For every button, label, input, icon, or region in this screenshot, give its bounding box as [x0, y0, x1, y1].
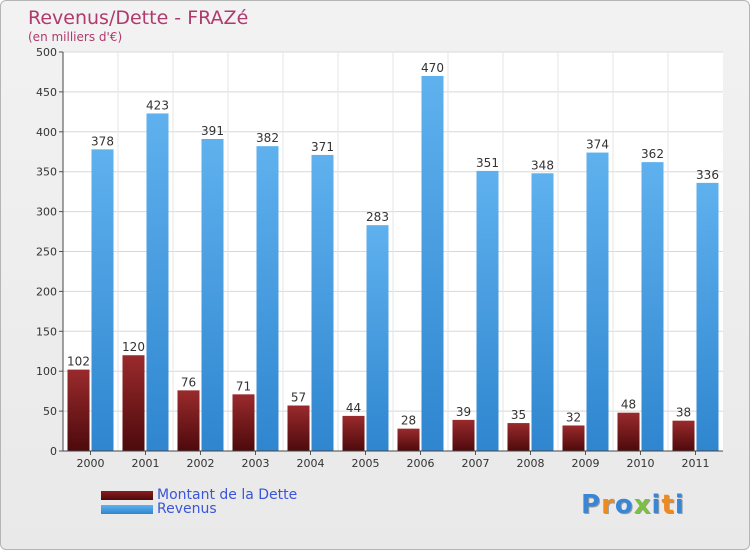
bar-revenus [91, 149, 114, 451]
legend-item-debt: Montant de la Dette [101, 487, 297, 503]
bar-dette [672, 420, 695, 451]
y-tick-label: 350 [36, 166, 57, 179]
axes: 0 50 100 150 200 250 300 350 400 450 500 2000 2001 20… [36, 46, 723, 470]
data-label: 35 [511, 408, 526, 422]
y-tick-label: 400 [36, 126, 57, 139]
bar-dette [287, 405, 310, 451]
legend-label-revenus: Revenus [157, 501, 217, 517]
logo-letter: o [614, 490, 634, 520]
data-label: 283 [366, 210, 389, 224]
bar-revenus [201, 138, 224, 451]
data-label: 44 [346, 401, 361, 415]
bar-revenus [476, 170, 499, 452]
value-labels: 102 378 120 423 76 391 71 382 57 371 44 283 28 470 39 3… [67, 61, 719, 428]
proxiti-logo: Proxiti [581, 490, 685, 520]
data-label: 351 [476, 156, 499, 170]
logo-letter: x [633, 490, 652, 520]
data-label: 32 [566, 410, 581, 424]
bar-revenus [146, 113, 169, 452]
y-tick-label: 450 [36, 86, 57, 99]
data-label: 120 [122, 340, 145, 354]
y-tick-label: 500 [36, 46, 57, 59]
bar-dette [562, 425, 585, 451]
logo-letter: i [674, 490, 685, 520]
logo-letter: P [581, 490, 602, 520]
x-tick-label: 2011 [682, 457, 710, 470]
legend-swatch-debt [101, 490, 153, 500]
y-tick-label: 100 [36, 365, 57, 378]
bar-dette [122, 355, 145, 451]
data-label: 374 [586, 138, 609, 152]
data-label: 57 [291, 391, 306, 405]
bars [67, 75, 719, 452]
x-tick-label: 2006 [407, 457, 435, 470]
x-tick-label: 2000 [77, 457, 105, 470]
chart-title: Revenus/Dette - FRAZé [28, 7, 249, 29]
legend-swatch-revenus [101, 504, 153, 514]
logo-letter: t [661, 490, 675, 520]
data-label: 470 [421, 61, 444, 75]
data-label: 28 [401, 414, 416, 428]
bar-dette [397, 428, 420, 451]
bar-revenus [696, 182, 719, 451]
legend-item-revenus: Revenus [101, 501, 217, 517]
x-tick-label: 2005 [352, 457, 380, 470]
data-label: 336 [696, 168, 719, 182]
data-label: 382 [256, 131, 279, 145]
bar-revenus [641, 162, 664, 451]
x-tick-label: 2008 [517, 457, 545, 470]
data-label: 378 [91, 134, 114, 148]
data-label: 102 [67, 355, 90, 369]
bar-dette [342, 415, 365, 451]
bar-revenus [531, 173, 554, 451]
data-label: 391 [201, 124, 224, 138]
y-tick-label: 150 [36, 325, 57, 338]
y-tick-label: 200 [36, 285, 57, 298]
bar-revenus [311, 154, 334, 451]
x-tick-label: 2002 [187, 457, 215, 470]
bar-dette [67, 369, 90, 451]
bar-dette [452, 419, 475, 451]
legend-label-debt: Montant de la Dette [157, 487, 298, 503]
chart-subtitle: (en milliers d'€) [28, 30, 123, 44]
bar-dette [232, 394, 255, 451]
x-tick-label: 2010 [627, 457, 655, 470]
grid-lines [63, 51, 723, 452]
data-label: 423 [146, 98, 169, 112]
data-label: 362 [641, 147, 664, 161]
data-label: 71 [236, 379, 251, 393]
data-label: 348 [531, 158, 554, 172]
bar-revenus [256, 146, 279, 451]
bar-dette [617, 412, 640, 451]
data-label: 38 [676, 406, 691, 420]
bar-dette [177, 390, 200, 451]
bar-revenus [366, 225, 389, 451]
y-tick-label: 0 [50, 445, 57, 458]
bar-dette [507, 423, 530, 451]
x-tick-label: 2003 [242, 457, 270, 470]
logo-letter: i [651, 490, 662, 520]
data-label: 371 [311, 140, 334, 154]
x-tick-label: 2007 [462, 457, 490, 470]
y-tick-label: 250 [36, 246, 57, 259]
data-label: 39 [456, 405, 471, 419]
x-tick-label: 2001 [132, 457, 160, 470]
x-tick-label: 2009 [572, 457, 600, 470]
data-label: 76 [181, 375, 196, 389]
bar-revenus [421, 75, 444, 451]
bar-revenus [586, 152, 609, 451]
y-tick-label: 300 [36, 206, 57, 219]
y-tick-label: 50 [43, 405, 57, 418]
x-tick-label: 2004 [297, 457, 325, 470]
logo-letter: r [601, 490, 615, 520]
data-label: 48 [621, 398, 636, 412]
